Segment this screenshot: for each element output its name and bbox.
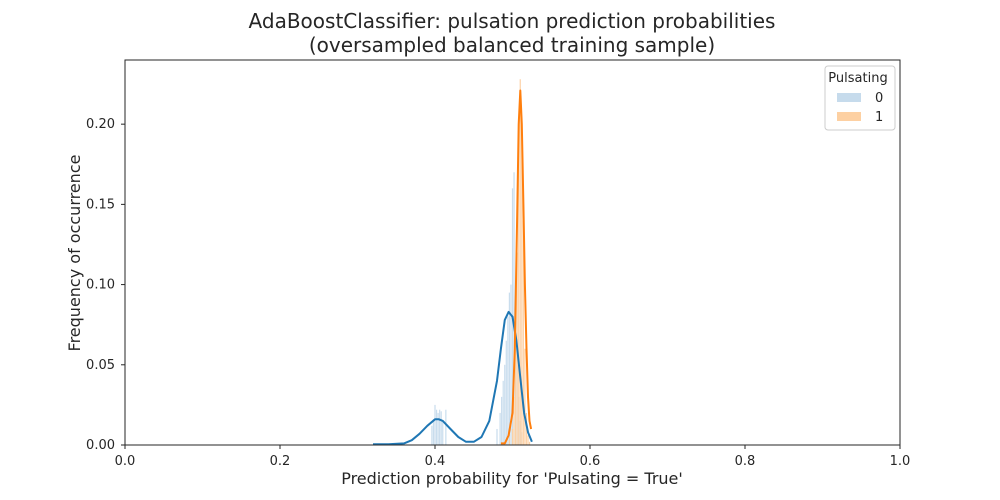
histogram-bar-series-0 [508,292,510,445]
histogram-bar-series-0 [435,409,438,445]
x-tick-label: 0.0 [115,454,136,469]
plot-area [124,59,901,446]
histogram-bar-series-0 [439,409,441,445]
histogram-bar-series-0 [501,396,503,445]
histogram-bar-series-1 [518,124,520,446]
chart-subtitle: (oversampled balanced training sample) [309,33,715,57]
histogram-bar-series-0 [445,409,447,445]
histogram-bar-series-0 [440,411,442,445]
y-tick-label: 0.10 [86,278,115,293]
x-axis-ticks: 0.0 0.2 0.4 0.6 0.8 1.0 [115,445,911,469]
histogram-bar-series-0 [504,364,506,445]
y-tick-label: 0.05 [86,358,115,373]
histogram-bar-series-0 [502,380,504,445]
kde-line-series-1 [500,89,533,445]
histogram-bar-series-0 [507,316,509,445]
x-tick-label: 0.8 [735,454,756,469]
histogram-bar-series-1 [513,396,515,445]
kde-lines [373,89,533,446]
y-tick-label: 0.15 [86,197,115,212]
legend-title: Pulsating [828,71,887,86]
histogram-bar-series-0 [437,412,439,445]
histogram-bar-series-0 [499,412,501,445]
histogram-bar-series-1 [511,428,514,445]
x-tick-label: 0.6 [580,454,601,469]
legend-label-1: 1 [875,110,883,125]
kde-line-series-0 [373,310,533,446]
histogram-bar-series-0 [432,419,435,445]
histogram-bar-series-1 [519,79,521,445]
histogram-bar-series-0 [442,420,444,445]
plot-frame [124,59,901,446]
legend-label-0: 0 [875,91,883,106]
x-tick-label: 0.4 [425,454,446,469]
legend: Pulsating 0 1 [824,65,896,131]
histogram-bar-series-0 [513,172,515,445]
legend-swatch-1 [837,112,861,121]
chart-title: AdaBoostClassifier: pulsation prediction… [249,9,776,33]
histogram-bar-series-1 [508,440,510,445]
x-tick-label: 1.0 [890,454,911,469]
histogram-bar-series-1 [515,348,517,445]
legend-swatch-0 [837,93,861,102]
histogram-bar-series-1 [521,124,523,446]
histogram-bar-series-0 [431,425,433,445]
histogram-bar-series-0 [510,284,512,445]
histogram-bar-series-0 [434,404,436,445]
histogram-bar-series-1 [522,220,524,445]
histogram-bar-series-0 [505,340,507,445]
histogram-bar-series-0 [496,428,498,445]
y-tick-label: 0.00 [86,438,115,453]
histogram-bar-series-1 [524,348,526,445]
y-axis-ticks: 0.00 0.05 0.10 0.15 0.20 [86,117,125,453]
y-axis-label: Frequency of occurrence [65,155,84,352]
x-tick-label: 0.2 [270,454,291,469]
histogram-bar-series-1 [528,441,531,445]
y-tick-label: 0.20 [86,117,115,132]
x-axis-label: Prediction probability for 'Pulsating = … [341,469,683,488]
histogram-bar-series-1 [527,435,529,445]
